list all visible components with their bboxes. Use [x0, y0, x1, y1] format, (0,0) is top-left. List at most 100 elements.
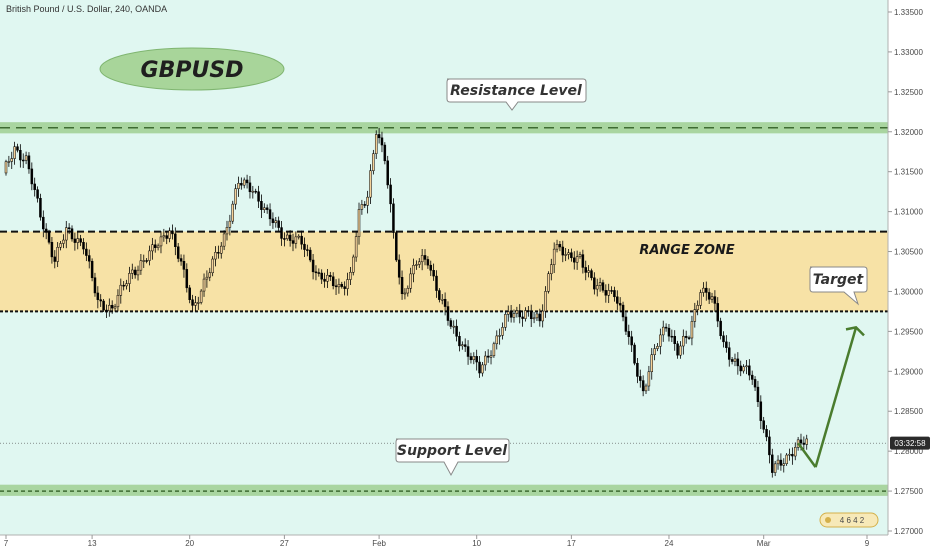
candle[interactable] [360, 199, 364, 215]
candle[interactable] [699, 289, 702, 309]
candle[interactable] [122, 281, 125, 291]
candle[interactable] [10, 151, 13, 170]
candle[interactable] [153, 239, 157, 253]
candle[interactable] [366, 190, 369, 214]
candle[interactable] [409, 267, 412, 293]
candle[interactable] [24, 151, 28, 165]
candle[interactable] [308, 247, 312, 263]
candle[interactable] [199, 289, 203, 305]
candle[interactable] [667, 323, 671, 342]
candle[interactable] [395, 230, 398, 262]
candle[interactable] [682, 329, 685, 355]
candle[interactable] [590, 268, 593, 281]
candle[interactable] [159, 231, 163, 254]
candle[interactable] [435, 270, 438, 298]
candle[interactable] [710, 292, 714, 303]
candle[interactable] [374, 130, 378, 160]
candle[interactable] [369, 164, 372, 204]
candle[interactable] [595, 278, 599, 297]
candle[interactable] [661, 320, 665, 342]
candle[interactable] [168, 227, 171, 243]
candle[interactable] [145, 258, 148, 264]
candle[interactable] [705, 281, 708, 301]
candle[interactable] [156, 243, 160, 251]
candle[interactable] [297, 234, 300, 240]
candle[interactable] [544, 286, 547, 318]
candle[interactable] [13, 141, 16, 165]
candle[interactable] [331, 272, 335, 290]
candle[interactable] [535, 311, 539, 321]
y-axis-ticks[interactable]: 1.33500 1.33000 1.32500 1.32000 1.31500 1.310… [888, 8, 923, 536]
candle[interactable] [598, 277, 602, 292]
candle[interactable] [291, 233, 295, 252]
candle[interactable] [782, 458, 786, 473]
candle[interactable] [329, 271, 332, 281]
candle[interactable] [455, 319, 458, 342]
candle[interactable] [286, 232, 289, 241]
candle[interactable] [676, 340, 679, 359]
candle[interactable] [397, 254, 401, 285]
candle[interactable] [748, 359, 751, 381]
candle[interactable] [727, 341, 731, 367]
candle[interactable] [719, 317, 722, 340]
candle[interactable] [593, 272, 596, 295]
candle[interactable] [268, 203, 272, 226]
candle[interactable] [357, 202, 361, 245]
candle[interactable] [690, 315, 694, 346]
candle[interactable] [733, 353, 737, 367]
candle[interactable] [21, 153, 25, 169]
candle[interactable] [578, 251, 582, 259]
candle[interactable] [570, 248, 573, 262]
candle[interactable] [242, 177, 246, 189]
candle[interactable] [776, 455, 780, 470]
candle[interactable] [647, 365, 651, 391]
candle[interactable] [469, 352, 473, 364]
candle[interactable] [805, 434, 808, 450]
candle[interactable] [507, 305, 510, 322]
candle[interactable] [108, 298, 111, 317]
candle[interactable] [128, 266, 131, 292]
candle[interactable] [85, 242, 88, 262]
candle[interactable] [429, 260, 433, 276]
candle[interactable] [664, 323, 668, 332]
target-callout[interactable]: Target [809, 266, 868, 306]
candle[interactable] [113, 303, 117, 312]
candle[interactable] [492, 341, 496, 358]
candle[interactable] [415, 260, 418, 270]
x-axis-ticks[interactable]: 7 13 20 27 Feb 10 17 24 Mar 9 [4, 535, 870, 548]
projection-line[interactable] [797, 442, 817, 468]
candle[interactable] [794, 442, 797, 461]
candle[interactable] [418, 258, 421, 268]
candle[interactable] [234, 184, 237, 210]
candle[interactable] [346, 272, 349, 296]
candle[interactable] [736, 352, 740, 375]
candle[interactable] [47, 229, 51, 245]
candle[interactable] [587, 265, 590, 278]
candle[interactable] [756, 380, 760, 408]
candle[interactable] [93, 272, 97, 297]
candle[interactable] [641, 375, 645, 397]
candle[interactable] [412, 258, 415, 283]
candle[interactable] [271, 212, 275, 229]
candle[interactable] [438, 288, 441, 303]
candle[interactable] [730, 356, 734, 365]
candle[interactable] [481, 362, 484, 377]
candle[interactable] [217, 245, 220, 259]
candle[interactable] [504, 311, 507, 331]
candle[interactable] [613, 286, 616, 302]
candle[interactable] [498, 328, 501, 345]
candle[interactable] [432, 263, 435, 281]
candle[interactable] [283, 232, 286, 247]
candle[interactable] [443, 292, 447, 316]
candle[interactable] [624, 312, 628, 336]
candle[interactable] [110, 300, 114, 314]
candle[interactable] [165, 231, 168, 245]
candle[interactable] [99, 294, 102, 307]
candle[interactable] [194, 295, 197, 312]
candle[interactable] [555, 239, 559, 253]
candle[interactable] [466, 340, 470, 365]
candle[interactable] [389, 178, 392, 213]
candle[interactable] [280, 220, 283, 246]
candle[interactable] [552, 242, 556, 274]
candle[interactable] [773, 460, 777, 477]
